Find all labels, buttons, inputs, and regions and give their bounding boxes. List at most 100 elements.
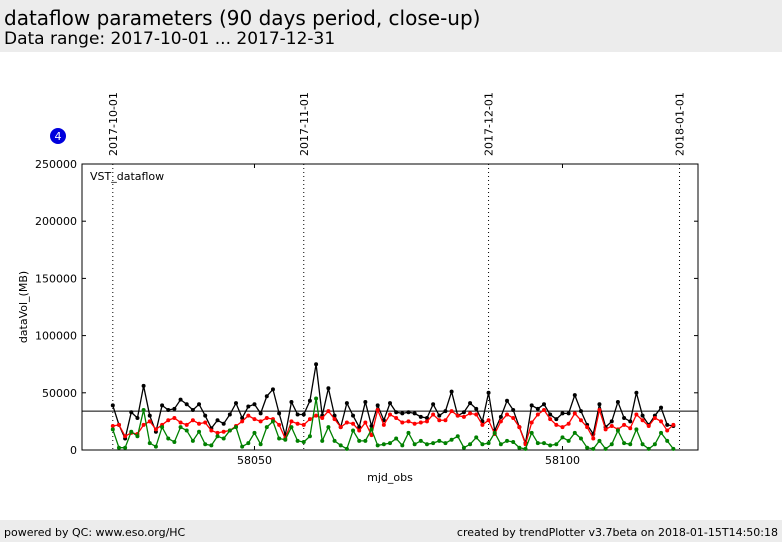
point xyxy=(172,406,177,411)
point xyxy=(246,441,251,446)
point xyxy=(585,425,590,430)
point xyxy=(363,438,368,443)
point xyxy=(468,401,473,406)
series-line xyxy=(112,364,674,446)
y-tick-label: 50000 xyxy=(42,387,77,400)
point xyxy=(455,413,460,418)
point xyxy=(449,389,454,394)
point xyxy=(394,410,399,415)
point xyxy=(548,443,553,448)
point xyxy=(517,445,522,450)
point xyxy=(252,430,257,435)
point xyxy=(326,386,331,391)
point xyxy=(277,422,282,427)
point xyxy=(197,421,202,426)
point xyxy=(295,421,300,426)
point xyxy=(634,427,639,432)
point xyxy=(357,438,362,443)
point xyxy=(246,413,251,418)
point xyxy=(394,436,399,441)
point xyxy=(166,418,171,423)
point xyxy=(474,412,479,417)
point xyxy=(215,430,220,435)
point xyxy=(615,428,620,433)
point xyxy=(418,420,423,425)
point xyxy=(301,412,306,417)
point xyxy=(424,442,429,447)
point xyxy=(110,403,115,408)
point xyxy=(400,443,405,448)
point xyxy=(351,421,356,426)
point xyxy=(498,442,503,447)
point xyxy=(634,412,639,417)
point xyxy=(240,444,245,449)
point xyxy=(548,417,553,422)
y-tick-label: 250000 xyxy=(35,158,77,171)
point xyxy=(560,425,565,430)
point xyxy=(535,406,540,411)
point xyxy=(203,413,208,418)
legend-label: VST_dataflow xyxy=(90,170,164,183)
point xyxy=(665,428,670,433)
point xyxy=(480,422,485,427)
point xyxy=(147,419,152,424)
point xyxy=(431,441,436,446)
point xyxy=(665,438,670,443)
point xyxy=(591,446,596,451)
point xyxy=(351,413,356,418)
footer-right: created by trendPlotter v3.7beta on 2018… xyxy=(456,526,778,539)
point xyxy=(578,418,583,423)
point xyxy=(357,428,362,433)
point xyxy=(240,419,245,424)
point xyxy=(381,422,386,427)
point xyxy=(289,419,294,424)
point xyxy=(400,411,405,416)
point xyxy=(270,387,275,392)
badge-label: 4 xyxy=(55,130,62,143)
point xyxy=(535,412,540,417)
header: dataflow parameters (90 days period, clo… xyxy=(0,0,782,52)
point xyxy=(147,441,152,446)
y-tick-label: 200000 xyxy=(35,215,77,228)
point xyxy=(511,415,516,420)
point xyxy=(301,422,306,427)
point xyxy=(652,442,657,447)
point xyxy=(160,425,165,430)
point xyxy=(338,425,343,430)
x-axis-label: mjd_obs xyxy=(367,471,413,484)
point xyxy=(486,441,491,446)
point xyxy=(283,437,288,442)
point xyxy=(652,415,657,420)
point xyxy=(166,407,171,412)
point xyxy=(474,406,479,411)
point xyxy=(424,419,429,424)
point xyxy=(437,413,442,418)
point xyxy=(603,446,608,451)
point xyxy=(344,446,349,451)
point xyxy=(264,415,269,420)
point xyxy=(659,419,664,424)
point xyxy=(246,404,251,409)
point xyxy=(320,415,325,420)
point xyxy=(363,420,368,425)
point xyxy=(332,438,337,443)
point xyxy=(498,419,503,424)
point xyxy=(258,442,263,447)
point xyxy=(110,423,115,428)
point xyxy=(135,415,140,420)
point xyxy=(141,383,146,388)
point xyxy=(123,445,128,450)
point xyxy=(474,435,479,440)
point xyxy=(338,443,343,448)
point xyxy=(320,438,325,443)
point xyxy=(369,427,374,432)
point xyxy=(160,403,165,408)
point xyxy=(314,413,319,418)
point xyxy=(295,438,300,443)
point xyxy=(505,412,510,417)
point xyxy=(659,430,664,435)
point xyxy=(240,415,245,420)
point xyxy=(270,419,275,424)
point xyxy=(388,401,392,406)
